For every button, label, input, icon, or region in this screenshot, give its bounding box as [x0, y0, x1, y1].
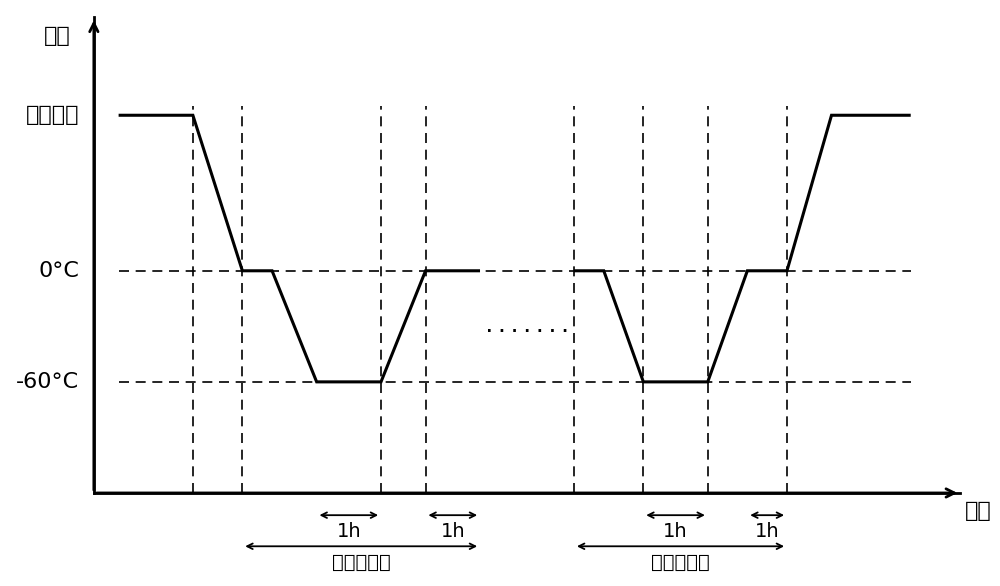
Text: 1h: 1h	[755, 522, 779, 541]
Text: 1h: 1h	[440, 522, 465, 541]
Text: 1h: 1h	[337, 522, 361, 541]
Text: 温度: 温度	[44, 26, 71, 46]
Text: 1h: 1h	[663, 522, 688, 541]
Text: 环境温度: 环境温度	[26, 105, 79, 125]
Text: -60°C: -60°C	[16, 372, 79, 392]
Text: 第一个循环: 第一个循环	[332, 553, 391, 572]
Text: 0°C: 0°C	[38, 261, 79, 281]
Text: 第十个循环: 第十个循环	[651, 553, 710, 572]
Text: .......: .......	[483, 316, 571, 336]
Text: 时间: 时间	[965, 500, 992, 521]
